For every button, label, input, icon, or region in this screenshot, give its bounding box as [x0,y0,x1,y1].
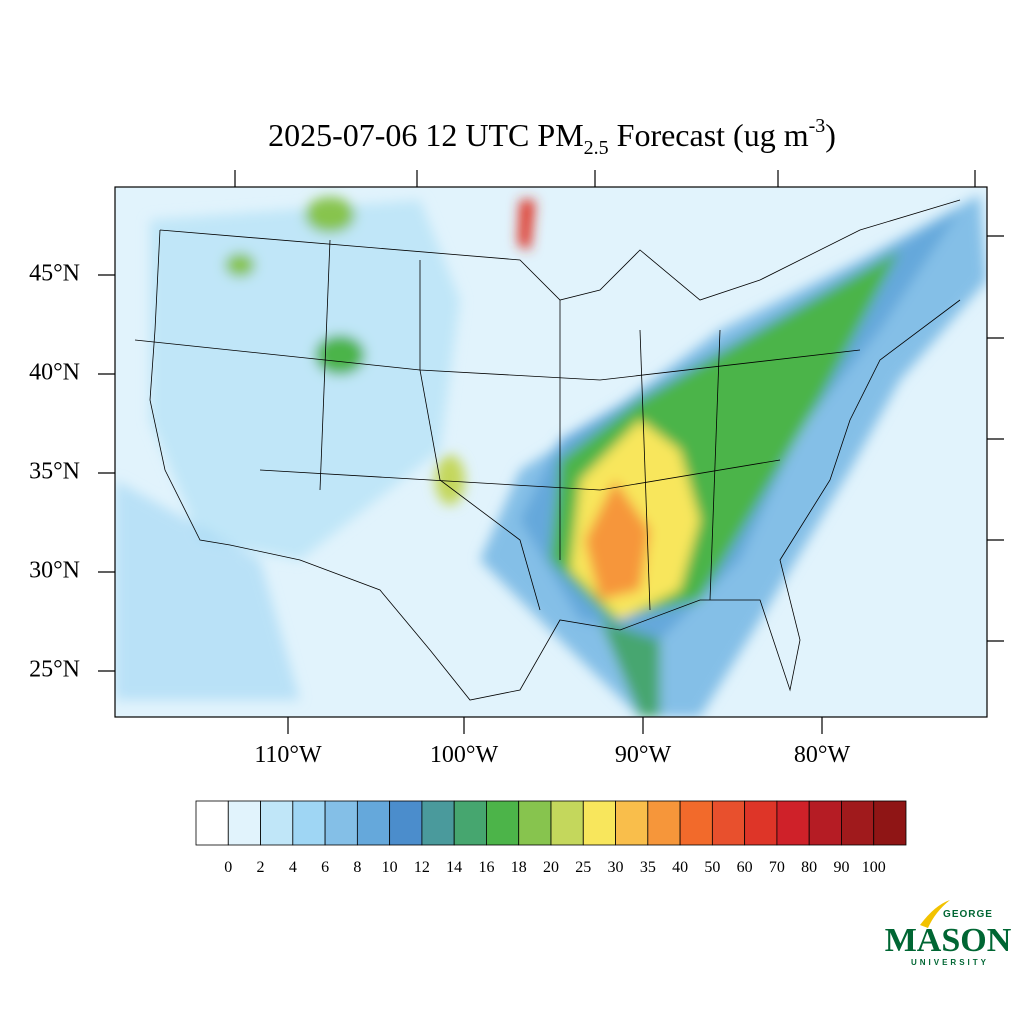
colorbar-box [550,800,584,846]
longitude-label: 90°W [615,742,672,768]
colorbar-box [421,800,455,846]
colorbar-box [486,800,520,846]
colorbar-box [873,800,907,846]
colorbar: 0 2 4 6 8 10 12 14 16 18 20 25 30 35 40 50 60 70 80 90 100 [195,800,907,876]
frame-ticks [98,170,1004,734]
colorbar-label: 50 [704,859,720,876]
logo: GEORGE MASON UNIVERSITY [885,900,1012,967]
map-frame [114,186,988,718]
longitude-label: 100°W [430,742,499,768]
colorbar-box [260,800,294,846]
colorbar-box [324,800,358,846]
colorbar-label: 35 [640,859,656,876]
colorbar-label: 12 [414,859,430,876]
colorbar-label: 8 [353,859,361,876]
colorbar-box [582,800,616,846]
concentration-field [115,195,987,717]
colorbar-label: 18 [511,859,527,876]
colorbar-label: 30 [608,859,624,876]
colorbar-label: 90 [833,859,849,876]
colorbar-box [841,800,875,846]
colorbar-box [808,800,842,846]
logo-name: MASON [885,922,1012,959]
title-superscript: -3 [809,115,826,137]
colorbar-label: 25 [575,859,591,876]
colorbar-box [356,800,391,846]
logo-text: UNIVERSITY [911,958,989,967]
colorbar-box [647,800,681,846]
colorbar-label: 6 [321,859,329,876]
colorbar-box [711,800,746,846]
latitude-label: 40°N [29,360,80,386]
colorbar-box [679,800,713,846]
colorbar-label: 0 [224,859,232,876]
colorbar-box [518,800,552,846]
latitude-label: 35°N [29,459,80,485]
colorbar-label: 4 [289,859,297,876]
title: 2025-07-06 12 UTC PM2.5 Forecast (ug m-3… [268,115,836,159]
map: 45°N 40°N 35°N 30°N 25°N 110°W 100°W 90°… [29,170,1004,768]
colorbar-box [389,800,423,846]
colorbar-label: 10 [382,859,398,876]
latitude-label: 30°N [29,558,80,584]
logo-text: GEORGE [943,909,993,920]
boundaries [134,199,961,701]
colorbar-label: 70 [769,859,785,876]
colorbar-box [292,800,326,846]
latitude-label: 45°N [29,261,80,287]
title-text: Forecast (ug m [609,117,809,153]
longitude-label: 110°W [254,742,322,768]
colorbar-label: 2 [257,859,265,876]
colorbar-box [744,800,778,846]
colorbar-label: 40 [672,859,688,876]
colorbar-label: 80 [801,859,817,876]
colorbar-box [227,800,261,846]
colorbar-box [776,800,810,846]
colorbar-label: 20 [543,859,559,876]
colorbar-box [615,800,649,846]
colorbar-box [453,800,487,846]
title-subscript: 2.5 [584,137,609,159]
colorbar-label: 16 [478,859,494,876]
colorbar-box [195,800,229,846]
longitude-label: 80°W [794,742,851,768]
title-text: ) [825,117,836,153]
colorbar-label: 14 [446,859,462,876]
colorbar-label: 60 [737,859,753,876]
colorbar-label: 100 [862,859,886,876]
latitude-label: 25°N [29,657,80,683]
title-text: 2025-07-06 12 UTC PM [268,117,584,153]
